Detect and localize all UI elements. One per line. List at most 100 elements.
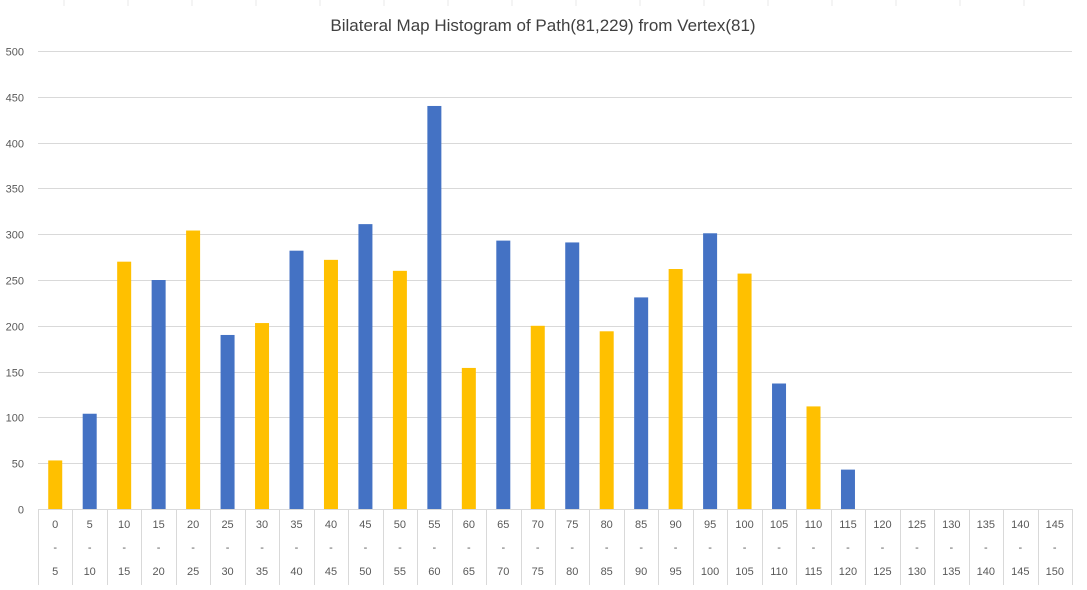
- y-tick-label: 250: [6, 276, 24, 288]
- x-tick-label-start: 40: [325, 519, 337, 531]
- x-tick-label-end: 80: [566, 566, 578, 578]
- x-tick-label-end: 15: [118, 566, 130, 578]
- bar: [737, 273, 752, 509]
- x-tick-label-start: 105: [770, 519, 788, 531]
- y-tick-label: 400: [6, 139, 24, 151]
- x-tick-label-end: 20: [153, 566, 165, 578]
- y-tick-label: 100: [6, 413, 24, 425]
- bar: [496, 240, 511, 509]
- x-tick-label-start: 15: [153, 519, 165, 531]
- y-tick-label: 0: [18, 505, 24, 517]
- x-tick-label-start: 135: [977, 519, 995, 531]
- x-tick-label-start: 35: [290, 519, 302, 531]
- x-tick-label-end: 105: [735, 566, 753, 578]
- x-tick-label-sep: -: [1018, 542, 1022, 554]
- x-tick-label-start: 50: [394, 519, 406, 531]
- x-tick-label-sep: -: [674, 542, 678, 554]
- x-tick-label-end: 25: [187, 566, 199, 578]
- x-tick-label-sep: -: [501, 542, 505, 554]
- bar: [427, 105, 442, 510]
- x-tick-label-sep: -: [984, 542, 988, 554]
- y-tick-label: 50: [12, 459, 24, 471]
- x-tick-label-start: 80: [601, 519, 613, 531]
- x-tick-label-start: 125: [908, 519, 926, 531]
- chart-title: Bilateral Map Histogram of Path(81,229) …: [330, 16, 755, 35]
- x-tick-label-end: 110: [770, 566, 788, 578]
- x-tick-label-start: 0: [52, 519, 58, 531]
- x-tick-label-start: 25: [221, 519, 233, 531]
- y-tick-label: 200: [6, 322, 24, 334]
- bar: [48, 460, 63, 509]
- x-tick-label-sep: -: [122, 542, 126, 554]
- x-tick-label-start: 115: [839, 519, 857, 531]
- bar: [668, 269, 683, 509]
- x-axis-table: 0-55-1010-1515-2020-2525-3030-3535-4040-…: [38, 509, 1073, 585]
- x-tick-label-sep: -: [295, 542, 299, 554]
- x-tick-label-sep: -: [743, 542, 747, 554]
- bar: [289, 250, 304, 510]
- x-tick-label-end: 115: [805, 566, 823, 578]
- x-tick-label-sep: -: [536, 542, 540, 554]
- x-tick-label-start: 100: [735, 519, 753, 531]
- x-tick-label-end: 50: [359, 566, 371, 578]
- x-tick-label-start: 45: [359, 519, 371, 531]
- x-tick-label-sep: -: [433, 542, 437, 554]
- bar: [151, 280, 166, 509]
- x-tick-label-sep: -: [777, 542, 781, 554]
- x-tick-label-end: 120: [839, 566, 857, 578]
- x-tick-label-sep: -: [639, 542, 643, 554]
- bar: [186, 230, 201, 509]
- bar: [220, 334, 235, 509]
- bar: [772, 383, 787, 509]
- x-tick-label-end: 65: [463, 566, 475, 578]
- x-tick-label-start: 140: [1011, 519, 1029, 531]
- x-tick-label-sep: -: [708, 542, 712, 554]
- x-tick-label-sep: -: [915, 542, 919, 554]
- bar: [358, 224, 373, 509]
- x-tick-label-start: 120: [873, 519, 891, 531]
- x-tick-label-end: 45: [325, 566, 337, 578]
- bar: [461, 367, 476, 509]
- bar: [565, 242, 580, 509]
- x-tick-label-start: 5: [87, 519, 93, 531]
- x-tick-label-sep: -: [53, 542, 57, 554]
- y-tick-label: 350: [6, 184, 24, 196]
- x-tick-label-start: 70: [532, 519, 544, 531]
- x-tick-label-sep: -: [950, 542, 954, 554]
- x-tick-label-start: 75: [566, 519, 578, 531]
- x-tick-label-start: 85: [635, 519, 647, 531]
- x-tick-label-start: 110: [805, 519, 823, 531]
- bar: [703, 233, 718, 509]
- x-tick-label-end: 40: [290, 566, 302, 578]
- x-tick-label-sep: -: [88, 542, 92, 554]
- x-tick-label-sep: -: [467, 542, 471, 554]
- x-tick-label-sep: -: [812, 542, 816, 554]
- x-tick-label-sep: -: [570, 542, 574, 554]
- y-tick-label: 450: [6, 93, 24, 105]
- x-tick-label-sep: -: [1053, 542, 1057, 554]
- x-tick-label-sep: -: [881, 542, 885, 554]
- gridlines: [38, 0, 1072, 464]
- x-tick-label-end: 150: [1046, 566, 1064, 578]
- x-tick-label-end: 130: [908, 566, 926, 578]
- x-tick-label-start: 90: [670, 519, 682, 531]
- x-tick-label-end: 70: [497, 566, 509, 578]
- bars: [48, 105, 855, 510]
- x-tick-label-end: 60: [428, 566, 440, 578]
- x-tick-label-end: 10: [84, 566, 96, 578]
- bar: [255, 323, 270, 509]
- bar: [840, 469, 855, 509]
- x-tick-label-end: 5: [52, 566, 58, 578]
- x-tick-label-sep: -: [605, 542, 609, 554]
- x-tick-label-end: 95: [670, 566, 682, 578]
- x-tick-label-end: 75: [532, 566, 544, 578]
- x-tick-label-end: 85: [601, 566, 613, 578]
- x-tick-label-start: 30: [256, 519, 268, 531]
- x-tick-label-end: 100: [701, 566, 719, 578]
- x-tick-label-sep: -: [329, 542, 333, 554]
- bar: [634, 297, 649, 509]
- y-axis: 0 50 100 150 200 250 300 350 400 450 500: [6, 47, 24, 517]
- x-tick-label-sep: -: [157, 542, 161, 554]
